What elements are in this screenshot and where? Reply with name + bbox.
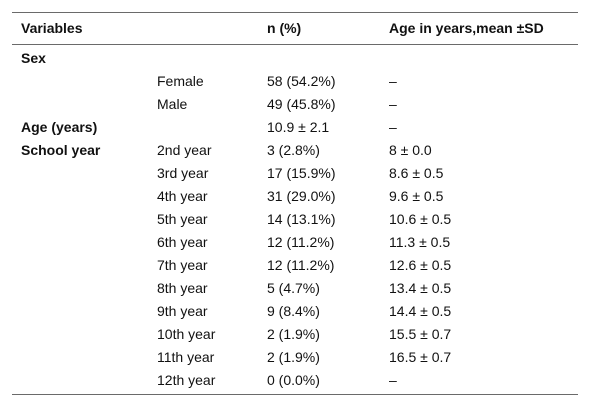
cell-age: –	[389, 96, 397, 112]
table-row: 10th year 2 (1.9%) 15.5 ± 0.7	[12, 323, 578, 346]
cell-subcategory	[157, 45, 267, 71]
cell-n-percent: 14 (13.1%)	[267, 211, 336, 227]
cell-variable	[12, 300, 157, 323]
cell-n-percent: 9 (8.4%)	[267, 303, 320, 319]
cell-age: 14.4 ± 0.5	[389, 303, 452, 319]
cell-age: 8.6 ± 0.5	[389, 165, 444, 181]
cell-n-percent: 2 (1.9%)	[267, 326, 320, 342]
table-row: Female 58 (54.2%) –	[12, 70, 578, 93]
cell-subcategory: 7th year	[157, 257, 208, 273]
table-row: 4th year 31 (29.0%) 9.6 ± 0.5	[12, 185, 578, 208]
cell-subcategory: 9th year	[157, 303, 208, 319]
cell-variable	[12, 93, 157, 116]
cell-subcategory: Female	[157, 73, 204, 89]
cell-n-percent: 10.9 ± 2.1	[267, 119, 330, 135]
cell-age: 12.6 ± 0.5	[389, 257, 452, 273]
cell-variable	[12, 185, 157, 208]
header-age-mean-sd: Age in years,mean ±SD	[389, 12, 578, 45]
cell-variable: School year	[21, 142, 101, 158]
table-row: 5th year 14 (13.1%) 10.6 ± 0.5	[12, 208, 578, 231]
cell-n-percent	[267, 45, 389, 71]
table-row: Sex	[12, 45, 578, 71]
cell-age: 8 ± 0.0	[389, 142, 432, 158]
cell-variable	[12, 70, 157, 93]
cell-n-percent: 2 (1.9%)	[267, 349, 320, 365]
cell-subcategory: 2nd year	[157, 142, 212, 158]
cell-variable	[12, 369, 157, 395]
cell-age: –	[389, 73, 397, 89]
cell-subcategory: 6th year	[157, 234, 208, 250]
demographics-table: Variables n (%) Age in years,mean ±SD Se…	[12, 12, 578, 395]
cell-variable	[12, 277, 157, 300]
cell-subcategory: 8th year	[157, 280, 208, 296]
cell-n-percent: 58 (54.2%)	[267, 73, 336, 89]
cell-variable: Age (years)	[21, 119, 98, 135]
cell-n-percent: 17 (15.9%)	[267, 165, 336, 181]
cell-subcategory: 4th year	[157, 188, 208, 204]
cell-age: 10.6 ± 0.5	[389, 211, 452, 227]
cell-n-percent: 31 (29.0%)	[267, 188, 336, 204]
cell-age: 16.5 ± 0.7	[389, 349, 452, 365]
cell-age: 15.5 ± 0.7	[389, 326, 452, 342]
cell-subcategory: 3rd year	[157, 165, 209, 181]
cell-variable	[12, 162, 157, 185]
header-subcategory	[157, 12, 267, 45]
table-row: 11th year 2 (1.9%) 16.5 ± 0.7	[12, 346, 578, 369]
cell-variable	[12, 323, 157, 346]
table-row: Age (years) 10.9 ± 2.1 –	[12, 116, 578, 139]
cell-n-percent: 0 (0.0%)	[267, 372, 320, 388]
cell-age	[389, 45, 578, 71]
cell-subcategory: 5th year	[157, 211, 208, 227]
cell-age: –	[389, 119, 397, 135]
cell-n-percent: 12 (11.2%)	[267, 257, 335, 273]
cell-n-percent: 5 (4.7%)	[267, 280, 320, 296]
header-row: Variables n (%) Age in years,mean ±SD	[12, 12, 578, 45]
table-row: 7th year 12 (11.2%) 12.6 ± 0.5	[12, 254, 578, 277]
cell-subcategory: Male	[157, 96, 188, 112]
cell-subcategory: 11th year	[157, 349, 215, 365]
cell-variable: Sex	[21, 50, 46, 66]
table-row: School year 2nd year 3 (2.8%) 8 ± 0.0	[12, 139, 578, 162]
cell-n-percent: 49 (45.8%)	[267, 96, 336, 112]
cell-n-percent: 3 (2.8%)	[267, 142, 320, 158]
table-row: Male 49 (45.8%) –	[12, 93, 578, 116]
header-n-percent: n (%)	[267, 12, 389, 45]
table-row: 6th year 12 (11.2%) 11.3 ± 0.5	[12, 231, 578, 254]
table-row: 3rd year 17 (15.9%) 8.6 ± 0.5	[12, 162, 578, 185]
cell-subcategory	[157, 116, 267, 139]
cell-n-percent: 12 (11.2%)	[267, 234, 335, 250]
cell-variable	[12, 254, 157, 277]
table-row: 12th year 0 (0.0%) –	[12, 369, 578, 395]
cell-age: 11.3 ± 0.5	[389, 234, 451, 250]
cell-variable	[12, 231, 157, 254]
table-row: 8th year 5 (4.7%) 13.4 ± 0.5	[12, 277, 578, 300]
cell-variable	[12, 208, 157, 231]
header-variables: Variables	[12, 12, 157, 45]
cell-age: –	[389, 372, 397, 388]
cell-subcategory: 10th year	[157, 326, 216, 342]
table-header: Variables n (%) Age in years,mean ±SD	[12, 12, 578, 45]
table-body: Sex Female 58 (54.2%) – Male 49 (45.8%) …	[12, 45, 578, 395]
cell-variable	[12, 346, 157, 369]
cell-subcategory: 12th year	[157, 372, 216, 388]
cell-age: 13.4 ± 0.5	[389, 280, 452, 296]
cell-age: 9.6 ± 0.5	[389, 188, 444, 204]
table-row: 9th year 9 (8.4%) 14.4 ± 0.5	[12, 300, 578, 323]
